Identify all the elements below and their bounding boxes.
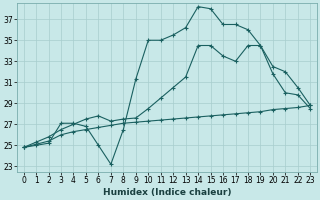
X-axis label: Humidex (Indice chaleur): Humidex (Indice chaleur) [103,188,231,197]
